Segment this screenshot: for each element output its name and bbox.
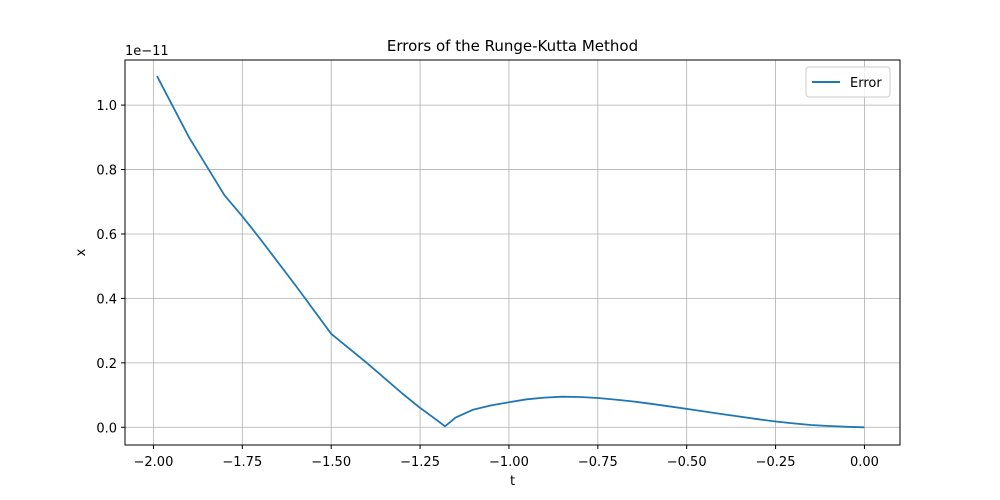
plot-frame <box>124 59 901 446</box>
y-axis-label: x <box>74 248 89 256</box>
y-tick-label: 0.8 <box>96 164 117 179</box>
chart-title: Errors of the Runge-Kutta Method <box>387 37 638 55</box>
series-layer <box>156 75 865 429</box>
series-line-error <box>156 75 865 429</box>
x-tick-label: −1.25 <box>400 455 440 470</box>
x-tick-label: −0.25 <box>756 455 796 470</box>
y-tick-label: 0.0 <box>96 421 117 436</box>
x-tick-label: −1.00 <box>489 455 529 470</box>
grid <box>125 60 900 445</box>
x-tick-label: −1.50 <box>311 455 351 470</box>
x-tick-label: −0.75 <box>578 455 618 470</box>
legend-label-error: Error <box>850 76 882 91</box>
y-tick-label: 0.6 <box>96 228 117 243</box>
y-tick-label: 0.4 <box>96 292 117 307</box>
x-axis-label: t <box>510 474 515 489</box>
y-tick-label: 1.0 <box>96 99 117 114</box>
x-tick-label: 0.00 <box>850 455 879 470</box>
ticks: −2.00 −1.75 −1.50 −1.25 −1.00 −0.75 −0.50 −0.25… <box>96 99 879 470</box>
legend: Error <box>805 66 891 98</box>
x-tick-label: −1.75 <box>222 455 262 470</box>
y-tick-label: 0.2 <box>96 357 117 372</box>
legend-box <box>805 66 891 98</box>
x-tick-label: −2.00 <box>134 455 174 470</box>
x-tick-label: −0.50 <box>667 455 707 470</box>
y-offset-text: 1e−11 <box>125 44 169 59</box>
